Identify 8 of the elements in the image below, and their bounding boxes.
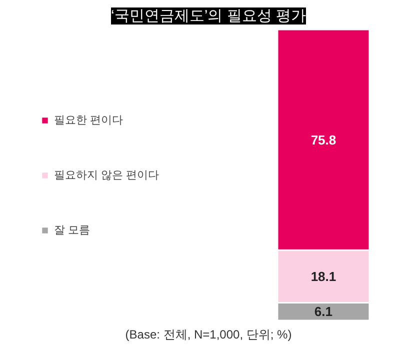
legend-label: 필요하지 않은 편이다 xyxy=(54,168,160,182)
legend-label: 필요한 편이다 xyxy=(54,113,124,127)
data-label: 6.1 xyxy=(314,304,333,320)
data-label: 75.8 xyxy=(310,132,336,148)
data-label: 18.1 xyxy=(310,268,336,284)
legend-label: 잘 모름 xyxy=(54,223,90,237)
text: (Base: 전체, N=1,000, 단위; %) xyxy=(125,328,292,342)
chart-title: ‘국민연금제도’의 필요성 평가 xyxy=(111,8,306,24)
